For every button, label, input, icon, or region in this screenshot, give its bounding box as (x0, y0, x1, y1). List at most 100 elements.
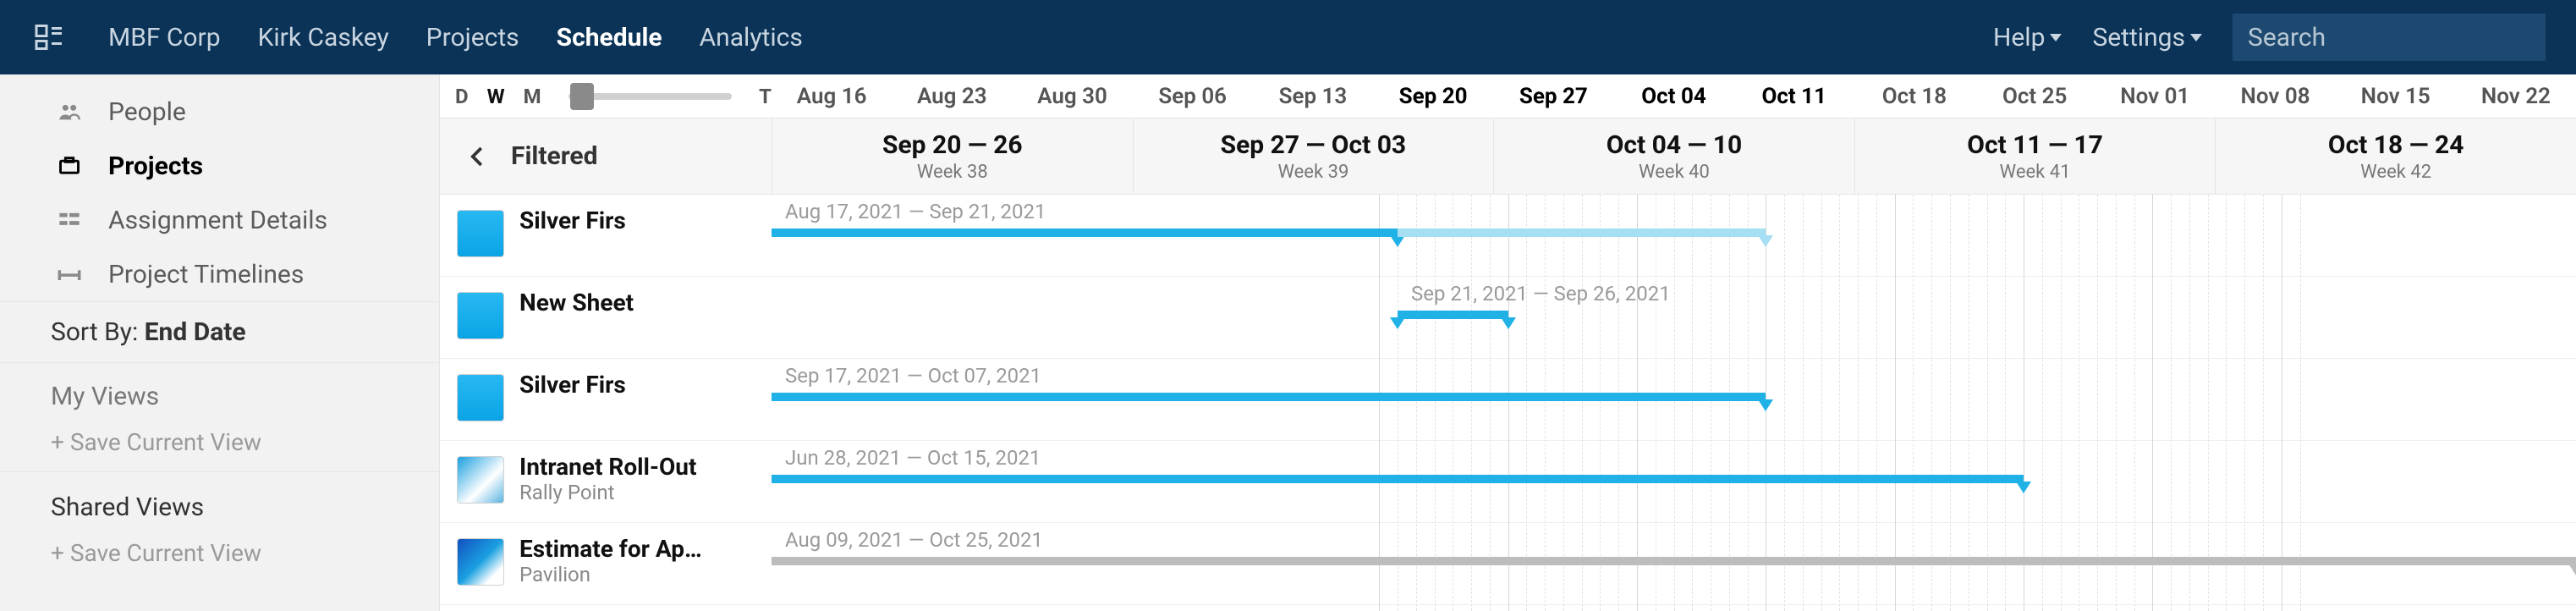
nav-link-mbf-corp[interactable]: MBF Corp (108, 23, 221, 52)
caret-down-icon (2050, 34, 2062, 41)
gantt-bar[interactable] (772, 393, 1766, 408)
sidebar-item-people[interactable]: People (0, 85, 439, 139)
week-cell[interactable]: Sep 27 — Oct 03Week 39 (1133, 118, 1494, 194)
date-cell[interactable]: Aug 23 (892, 84, 1012, 109)
caret-down-icon (2190, 34, 2202, 41)
scale-mode-d[interactable]: D (455, 85, 469, 108)
bar-start-marker-icon (1390, 317, 1405, 329)
sidebar-item-project-timelines[interactable]: Project Timelines (0, 247, 439, 301)
week-header-row: Filtered Sep 20 — 26Week 38Sep 27 — Oct … (440, 118, 2576, 195)
row-chart[interactable]: Jun 28, 2021 — Oct 15, 2021 (772, 441, 2576, 522)
week-cell[interactable]: Oct 04 — 10Week 40 (1493, 118, 1854, 194)
gantt-grid[interactable]: Silver Firs Aug 17, 2021 — Sep 21, 2021Ne… (440, 195, 2576, 611)
date-cell[interactable]: Oct 04 (1613, 84, 1733, 109)
save-current-view-link-2[interactable]: + Save Current View (0, 531, 439, 575)
date-cell[interactable]: Aug 30 (1012, 84, 1132, 109)
help-menu[interactable]: Help (1993, 23, 2062, 52)
filter-back[interactable]: Filtered (440, 118, 772, 194)
date-cell[interactable]: Oct 18 (1854, 84, 1975, 109)
row-chart[interactable]: Aug 09, 2021 — Oct 25, 2021 (772, 523, 2576, 604)
gantt-bar[interactable] (1398, 311, 1508, 326)
row-chart[interactable]: Sep 21, 2021 — Sep 26, 2021 (772, 277, 2576, 358)
project-subtitle: Pavilion (519, 563, 702, 586)
filter-label: Filtered (511, 141, 598, 171)
date-cell[interactable]: Nov 08 (2215, 84, 2335, 109)
project-thumb-icon (457, 210, 504, 257)
week-number: Week 41 (2000, 162, 2071, 183)
timelines-icon (51, 261, 88, 288)
shared-views-header: Shared Views (0, 471, 439, 531)
bar-end-marker-icon (1390, 235, 1405, 247)
row-chart[interactable]: Sep 17, 2021 — Oct 07, 2021 (772, 359, 2576, 440)
details-icon (51, 206, 88, 234)
sidebar-item-label: People (108, 97, 186, 127)
bar-end-marker-icon (2568, 564, 2576, 575)
project-thumb-icon (457, 292, 504, 339)
my-views-header: My Views (0, 363, 439, 420)
search-input[interactable]: Search (2233, 14, 2546, 61)
sort-control[interactable]: Sort By: End Date (0, 301, 439, 363)
week-cell[interactable]: Sep 20 — 26Week 38 (772, 118, 1133, 194)
date-cell[interactable]: Oct 25 (1975, 84, 2095, 109)
sidebar-item-assignment-details[interactable]: Assignment Details (0, 193, 439, 247)
top-navbar: MBF Corp Kirk Caskey Projects Schedule Analy… (0, 0, 2576, 74)
nav-link-schedule[interactable]: Schedule (557, 23, 662, 52)
sidebar-item-projects[interactable]: Projects (0, 139, 439, 193)
project-subtitle: Rally Point (519, 481, 696, 504)
sort-value: End Date (145, 317, 246, 347)
row-daterange-label: Aug 09, 2021 — Oct 25, 2021 (785, 528, 1043, 552)
zoom-slider-thumb[interactable] (570, 83, 594, 110)
timeline-row[interactable]: Silver FirsSep 17, 2021 — Oct 07, 2021 (440, 359, 2576, 441)
row-info[interactable]: Estimate for Ap…Pavilion (440, 523, 772, 604)
nav-link-analytics[interactable]: Analytics (700, 23, 803, 52)
app-logo-icon[interactable] (30, 19, 68, 56)
projects-icon (51, 152, 88, 179)
project-thumb-icon (457, 538, 504, 586)
timeline-row[interactable]: Intranet Roll-OutRally PointJun 28, 2021… (440, 441, 2576, 523)
project-title: Estimate for Ap… (519, 535, 702, 563)
gantt-bar[interactable] (772, 557, 2576, 572)
scale-mode-w[interactable]: W (487, 85, 505, 108)
settings-menu[interactable]: Settings (2092, 23, 2202, 52)
date-cell[interactable]: Nov 22 (2456, 84, 2576, 109)
timescale-row: D W M T Aug 16Aug 23Aug 30Sep 06Sep 13Se… (440, 74, 2576, 118)
sidebar-item-label: Projects (108, 151, 203, 181)
scale-mode-m[interactable]: M (524, 85, 541, 108)
project-title: Silver Firs (519, 206, 626, 234)
date-cell[interactable]: Nov 01 (2095, 84, 2215, 109)
zoom-slider[interactable] (568, 93, 733, 100)
nav-link-kirk-caskey[interactable]: Kirk Caskey (258, 23, 389, 52)
date-cell[interactable]: Nov 15 (2336, 84, 2456, 109)
week-cell[interactable]: Oct 18 — 24Week 42 (2215, 118, 2576, 194)
row-daterange-label: Sep 21, 2021 — Sep 26, 2021 (1411, 282, 1671, 306)
date-cell[interactable]: Sep 06 (1133, 84, 1253, 109)
timeline-row[interactable]: New Sheet Sep 21, 2021 — Sep 26, 2021 (440, 277, 2576, 359)
timeline-row[interactable]: Estimate for Ap…Pavilion Aug 09, 2021 — O… (440, 523, 2576, 605)
scale-mode-t[interactable]: T (759, 85, 772, 108)
date-cell[interactable]: Sep 13 (1253, 84, 1373, 109)
row-info[interactable]: Silver Firs (440, 359, 772, 440)
row-info[interactable]: New Sheet (440, 277, 772, 358)
date-cell[interactable]: Sep 20 (1373, 84, 1493, 109)
timescale-control[interactable]: D W M T (440, 85, 772, 108)
project-title: Intranet Roll-Out (519, 453, 696, 481)
date-ruler[interactable]: Aug 16Aug 23Aug 30Sep 06Sep 13Sep 20Sep … (772, 84, 2576, 109)
chevron-left-icon (465, 144, 491, 169)
row-info[interactable]: Silver Firs (440, 195, 772, 276)
gantt-bar[interactable] (772, 475, 2024, 490)
week-cell[interactable]: Oct 11 — 17Week 41 (1854, 118, 2216, 194)
save-current-view-link[interactable]: + Save Current View (0, 420, 439, 465)
nav-link-projects[interactable]: Projects (426, 23, 519, 52)
date-cell[interactable]: Aug 16 (772, 84, 892, 109)
bar-end-marker-icon (1758, 399, 1773, 411)
row-chart[interactable]: Aug 17, 2021 — Sep 21, 2021 (772, 195, 2576, 276)
week-number: Week 40 (1639, 162, 1710, 183)
date-cell[interactable]: Oct 11 (1734, 84, 1854, 109)
date-cell[interactable]: Sep 27 (1493, 84, 1613, 109)
week-number: Week 39 (1277, 162, 1348, 183)
week-range: Sep 20 — 26 (882, 130, 1023, 160)
gantt-bar[interactable] (772, 228, 1398, 244)
bar-end-marker-icon (1501, 317, 1516, 329)
row-info[interactable]: Intranet Roll-OutRally Point (440, 441, 772, 522)
timeline-row[interactable]: Silver Firs Aug 17, 2021 — Sep 21, 2021 (440, 195, 2576, 277)
